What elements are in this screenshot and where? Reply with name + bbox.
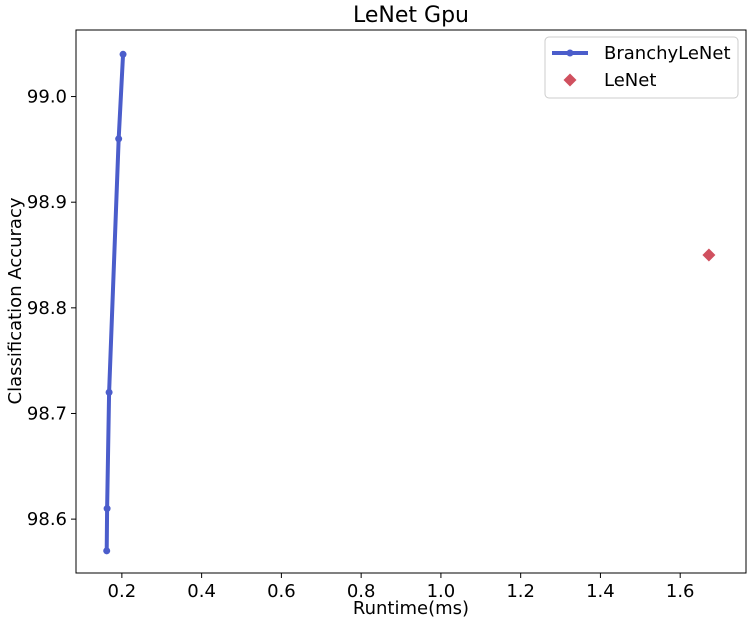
- legend-label-lenet: LeNet: [604, 70, 656, 91]
- x-tick-label: 1.2: [506, 581, 535, 602]
- x-axis-label: Runtime(ms): [353, 598, 469, 619]
- data-point-lenet: [702, 248, 716, 262]
- x-tick-label: 1.6: [666, 581, 695, 602]
- x-tick-label: 0.8: [347, 581, 376, 602]
- y-tick-label: 99.0: [27, 87, 67, 108]
- legend-label-branchylenet: BranchyLeNet: [604, 43, 731, 64]
- data-point-branchylenet: [103, 505, 111, 513]
- chart-title: LeNet Gpu: [353, 3, 469, 28]
- plot-background: [76, 30, 746, 573]
- data-point-branchylenet: [105, 388, 113, 396]
- x-tick-label: 1.4: [586, 581, 615, 602]
- x-tick-label: 0.6: [267, 581, 296, 602]
- y-axis-ticks: 98.6 98.7 98.8 98.9 99.0: [27, 87, 76, 530]
- y-tick-label: 98.8: [27, 298, 67, 319]
- x-tick-label: 0.2: [108, 581, 137, 602]
- y-tick-label: 98.7: [27, 403, 67, 424]
- y-tick-label: 98.9: [27, 192, 67, 213]
- plot-frame: [75, 29, 747, 574]
- x-axis-ticks: 0.2 0.4 0.6 0.8 1.0 1.2 1.4 1.6: [108, 573, 695, 602]
- x-tick-label: 1.0: [427, 581, 456, 602]
- legend: BranchyLeNet LeNet: [544, 36, 739, 99]
- legend-box: [544, 36, 739, 99]
- x-tick-label: 0.4: [187, 581, 216, 602]
- y-axis-label: Classification Accuracy: [5, 197, 26, 404]
- legend-marker-branchylenet: [566, 49, 574, 57]
- legend-marker-lenet: [563, 73, 577, 87]
- data-point-branchylenet: [119, 50, 127, 58]
- data-point-branchylenet: [115, 135, 123, 143]
- y-tick-label: 98.6: [27, 509, 67, 530]
- series-layer: [103, 50, 716, 555]
- data-point-branchylenet: [103, 547, 111, 555]
